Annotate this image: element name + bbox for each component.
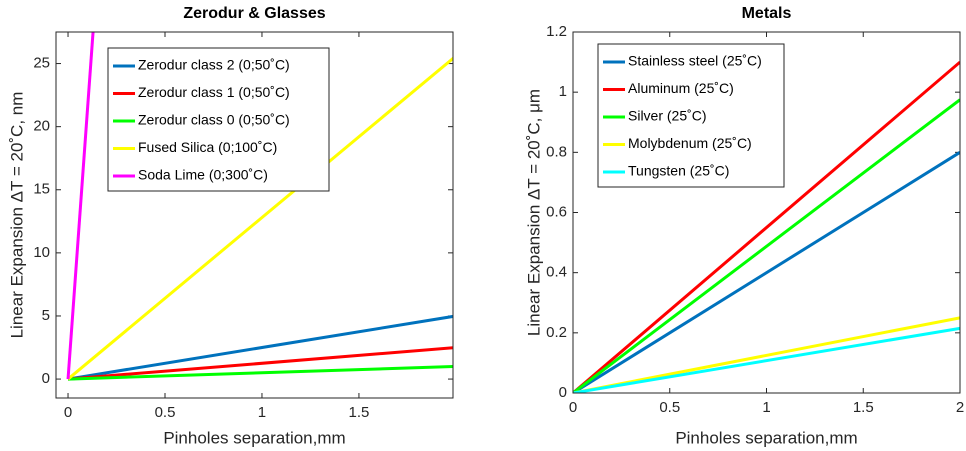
x-tick-label: 1 — [258, 404, 266, 421]
y-tick-label: 10 — [33, 244, 50, 261]
x-tick-label: 1 — [762, 399, 770, 416]
legend-label: Stainless steel (25˚C) — [628, 53, 762, 69]
y-tick-label: 1.2 — [546, 23, 567, 40]
y-tick-label: 0.2 — [546, 324, 567, 341]
legend-label: Zerodur class 1 (0;50˚C) — [138, 84, 290, 100]
lines — [573, 60, 960, 393]
line — [67, 56, 453, 381]
legend-label: Soda Lime (0;300˚C) — [138, 167, 268, 183]
legend-label: Molybdenum (25˚C) — [628, 135, 752, 151]
legend-label: Aluminum (25˚C) — [628, 80, 734, 96]
y-tick-label: 0 — [42, 370, 50, 387]
y-tick-label: 0.4 — [546, 264, 567, 281]
y-tick-label: 0.8 — [546, 143, 567, 160]
line — [573, 316, 960, 393]
y-tick-label: 5 — [42, 307, 50, 324]
y-tick-label: 15 — [33, 181, 50, 198]
chart: Metals Pinholes separation,mm Linear Expan… — [524, 5, 964, 447]
x-tick-label: 0 — [64, 404, 72, 421]
line — [67, 314, 453, 381]
line — [573, 151, 960, 393]
axes-box — [55, 31, 454, 399]
legend-label: Silver (25˚C) — [628, 108, 707, 124]
y-tick-label: 0 — [559, 384, 567, 401]
y-tick-label: 20 — [33, 118, 50, 135]
line — [67, 365, 453, 381]
lines — [66, 32, 453, 381]
x-tick-label: 0.5 — [659, 399, 680, 416]
line — [573, 60, 960, 393]
x-axis-label: Pinholes separation,mm — [163, 428, 345, 447]
line — [573, 326, 960, 393]
legend-box — [107, 47, 330, 192]
legend-label: Zerodur class 0 (0;50˚C) — [138, 112, 290, 128]
legend: Zerodur class 2 (0;50˚C) Zerodur class 1 … — [107, 47, 330, 192]
y-axis-label: Linear Expansion ΔT = 20˚C, nm — [7, 92, 26, 339]
x-tick-label: 0.5 — [155, 404, 176, 421]
legend-label: Tungsten (25˚C) — [628, 163, 729, 179]
y-tick-label: 0.6 — [546, 203, 567, 220]
x-tick-label: 2 — [956, 399, 964, 416]
line — [67, 346, 453, 381]
chart-title: Zerodur & Glasses — [183, 5, 325, 22]
y-tick-label: 25 — [33, 55, 50, 72]
x-tick-label: 1.5 — [853, 399, 874, 416]
legend-label: Fused Silica (0;100˚C) — [138, 139, 277, 155]
chart: Zerodur & Glasses Pinholes separation,mm L… — [7, 5, 454, 447]
chart-title: Metals — [742, 5, 792, 22]
line — [573, 98, 960, 393]
legend-box — [597, 43, 785, 188]
x-axis-label: Pinholes separation,mm — [675, 428, 857, 447]
legend: Stainless steel (25˚C) Aluminum (25˚C) Sil… — [597, 43, 785, 188]
y-tick-label: 1 — [559, 83, 567, 100]
legend-label: Zerodur class 2 (0;50˚C) — [138, 57, 290, 73]
axes-box — [572, 31, 961, 394]
y-axis-label: Linear Expansion ΔT = 20˚C, μm — [524, 89, 543, 336]
x-tick-label: 0 — [569, 399, 577, 416]
x-tick-label: 1.5 — [349, 404, 370, 421]
